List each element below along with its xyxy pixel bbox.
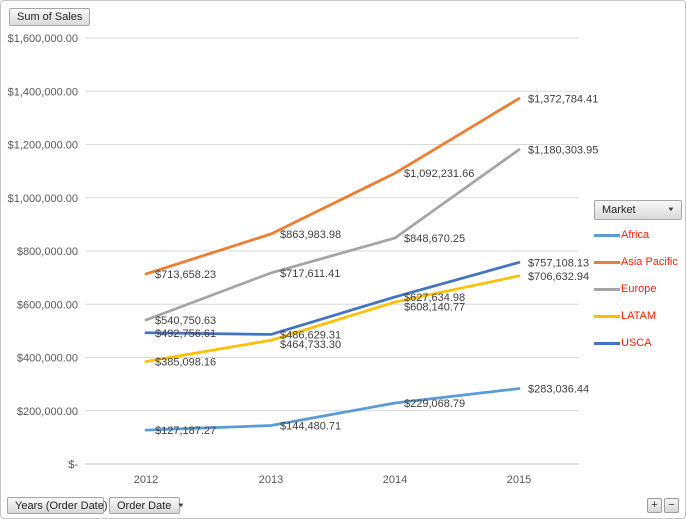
- y-axis-tick-label: $1,000,000.00: [8, 193, 78, 205]
- legend-field-label: Market: [602, 204, 636, 216]
- data-label-asia-pacific: $713,658.23: [155, 269, 216, 281]
- x-axis-tick-label: 2012: [134, 474, 158, 486]
- legend-swatch-africa: [594, 234, 620, 237]
- x-axis-tick-label: 2013: [259, 474, 283, 486]
- legend-items: Africa Asia Pacific Europe LATAM USCA: [594, 222, 685, 357]
- legend-item-europe[interactable]: Europe: [594, 276, 685, 303]
- data-label-africa: $127,187.27: [155, 425, 216, 437]
- legend-item-asia-pacific[interactable]: Asia Pacific: [594, 249, 685, 276]
- legend-item-usca[interactable]: USCA: [594, 330, 685, 357]
- data-label-asia-pacific: $1,372,784.41: [528, 93, 598, 105]
- legend-swatch-asia-pacific: [594, 261, 620, 264]
- y-axis-tick-label: $600,000.00: [17, 299, 78, 311]
- data-label-latam: $464,733.30: [280, 339, 341, 351]
- value-field-button[interactable]: Sum of Sales: [9, 8, 91, 26]
- data-label-latam: $706,632.94: [528, 271, 589, 283]
- detail-buttons: + −: [647, 498, 679, 513]
- data-label-africa: $229,068.79: [404, 398, 465, 410]
- data-label-usca: $757,108.13: [528, 257, 589, 269]
- series-line-usca[interactable]: [144, 261, 521, 336]
- y-axis-tick-label: $800,000.00: [17, 246, 78, 258]
- years-order-date-label: Years (Order Date): [15, 499, 108, 512]
- order-date-field-button[interactable]: Order Date ▼: [109, 497, 186, 514]
- y-axis-tick-label: $1,200,000.00: [8, 140, 78, 152]
- data-label-europe: $1,180,303.95: [528, 145, 598, 157]
- series-line-latam[interactable]: [144, 274, 521, 363]
- legend-label-europe: Europe: [621, 283, 657, 295]
- legend-item-africa[interactable]: Africa: [594, 222, 685, 249]
- collapse-field-button[interactable]: −: [664, 498, 679, 513]
- data-label-europe: $540,750.63: [155, 315, 216, 327]
- years-order-date-field-button[interactable]: Years (Order Date) ▼: [7, 497, 122, 514]
- y-axis-tick-label: $1,600,000.00: [8, 33, 78, 45]
- y-axis-tick-label: $200,000.00: [17, 406, 78, 418]
- y-axis-tick-label: $-: [68, 459, 78, 471]
- data-label-asia-pacific: $863,983.98: [280, 229, 341, 241]
- legend-label-asia-pacific: Asia Pacific: [621, 256, 678, 268]
- series-line-europe[interactable]: [144, 148, 521, 322]
- data-label-usca: $627,634.98: [404, 292, 465, 304]
- chevron-down-icon: ▼: [666, 207, 676, 213]
- legend-swatch-europe: [594, 288, 620, 291]
- expand-field-button[interactable]: +: [647, 498, 662, 513]
- legend-swatch-usca: [594, 342, 620, 345]
- chevron-down-icon: ▼: [177, 502, 186, 509]
- legend-label-usca: USCA: [621, 337, 652, 349]
- y-axis-tick-label: $1,400,000.00: [8, 86, 78, 98]
- order-date-label: Order Date: [117, 499, 172, 512]
- legend-label-africa: Africa: [621, 229, 650, 241]
- data-label-europe: $717,611.41: [280, 268, 340, 280]
- y-axis-tick-label: $400,000.00: [17, 353, 78, 365]
- legend: Market ▼ Africa Asia Pacific Europe LATAM US…: [594, 200, 685, 357]
- x-axis-tick-label: 2015: [507, 474, 531, 486]
- data-label-africa: $283,036.44: [528, 384, 589, 396]
- series-line-asia-pacific[interactable]: [144, 97, 521, 276]
- data-label-usca: $486,629.31: [280, 329, 341, 341]
- legend-swatch-latam: [594, 315, 620, 318]
- data-label-europe: $848,670.25: [404, 233, 465, 245]
- legend-label-latam: LATAM: [621, 310, 657, 322]
- value-field-label: Sum of Sales: [17, 11, 83, 23]
- series-line-africa[interactable]: [144, 387, 521, 432]
- data-label-africa: $144,480.71: [280, 421, 341, 433]
- x-axis-tick-label: 2014: [383, 474, 407, 486]
- data-label-asia-pacific: $1,092,231.66: [404, 168, 474, 180]
- legend-item-latam[interactable]: LATAM: [594, 303, 685, 330]
- data-label-usca: $492,756.61: [155, 328, 216, 340]
- data-label-latam: $385,098.16: [155, 356, 216, 368]
- legend-field-button[interactable]: Market ▼: [594, 200, 682, 220]
- data-label-latam: $608,140.77: [404, 301, 465, 313]
